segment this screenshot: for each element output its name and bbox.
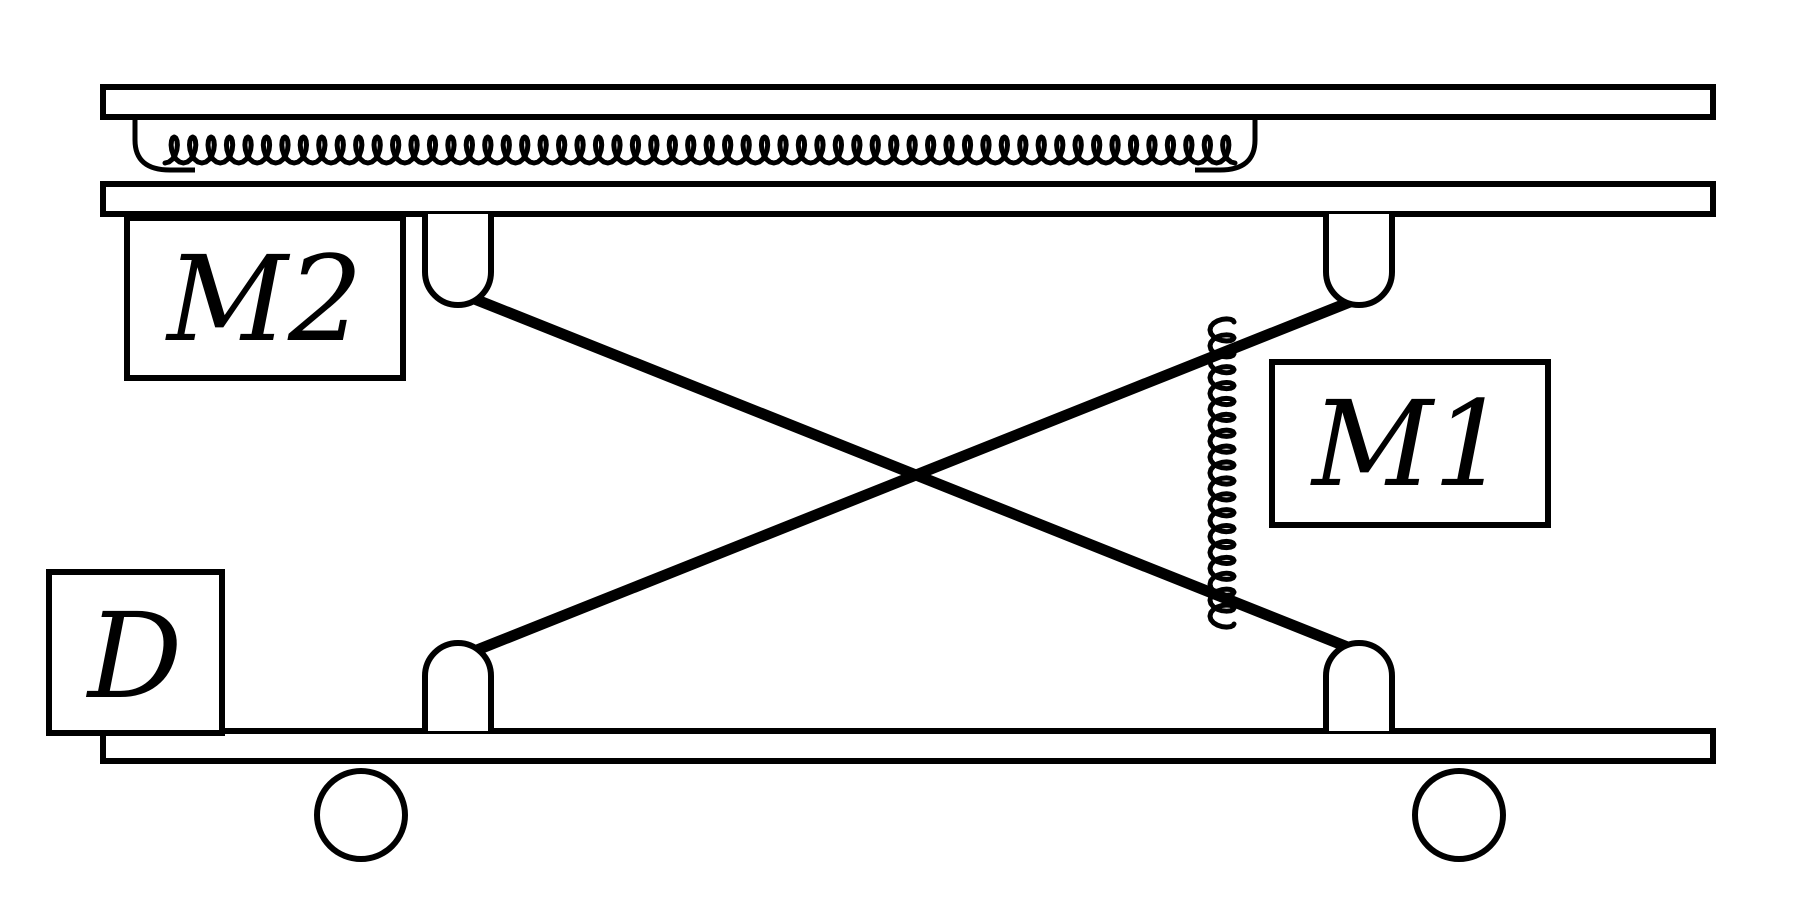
d-label: D (86, 587, 183, 725)
lower-right-mount (1323, 640, 1395, 731)
vertical-spring (1207, 316, 1237, 630)
d-box (46, 569, 225, 736)
horizontal-spring-right-hook (1195, 118, 1258, 173)
top-plate (100, 84, 1716, 120)
base-plate (100, 728, 1716, 764)
m2-box (124, 215, 406, 381)
horizontal-spring-coil (162, 134, 1238, 166)
vertical-spring-coil (1207, 316, 1237, 630)
left-wheel (314, 768, 408, 862)
m1-box (1269, 359, 1551, 528)
m1-label: M1 (1310, 375, 1508, 513)
middle-plate (100, 181, 1716, 217)
horizontal-spring-left-hook (132, 118, 195, 173)
lower-left-mount (422, 640, 494, 731)
upper-left-mount (422, 214, 494, 308)
upper-right-mount (1323, 214, 1395, 308)
m2-label: M2 (165, 230, 363, 368)
right-wheel (1412, 768, 1506, 862)
horizontal-spring (132, 118, 1258, 173)
